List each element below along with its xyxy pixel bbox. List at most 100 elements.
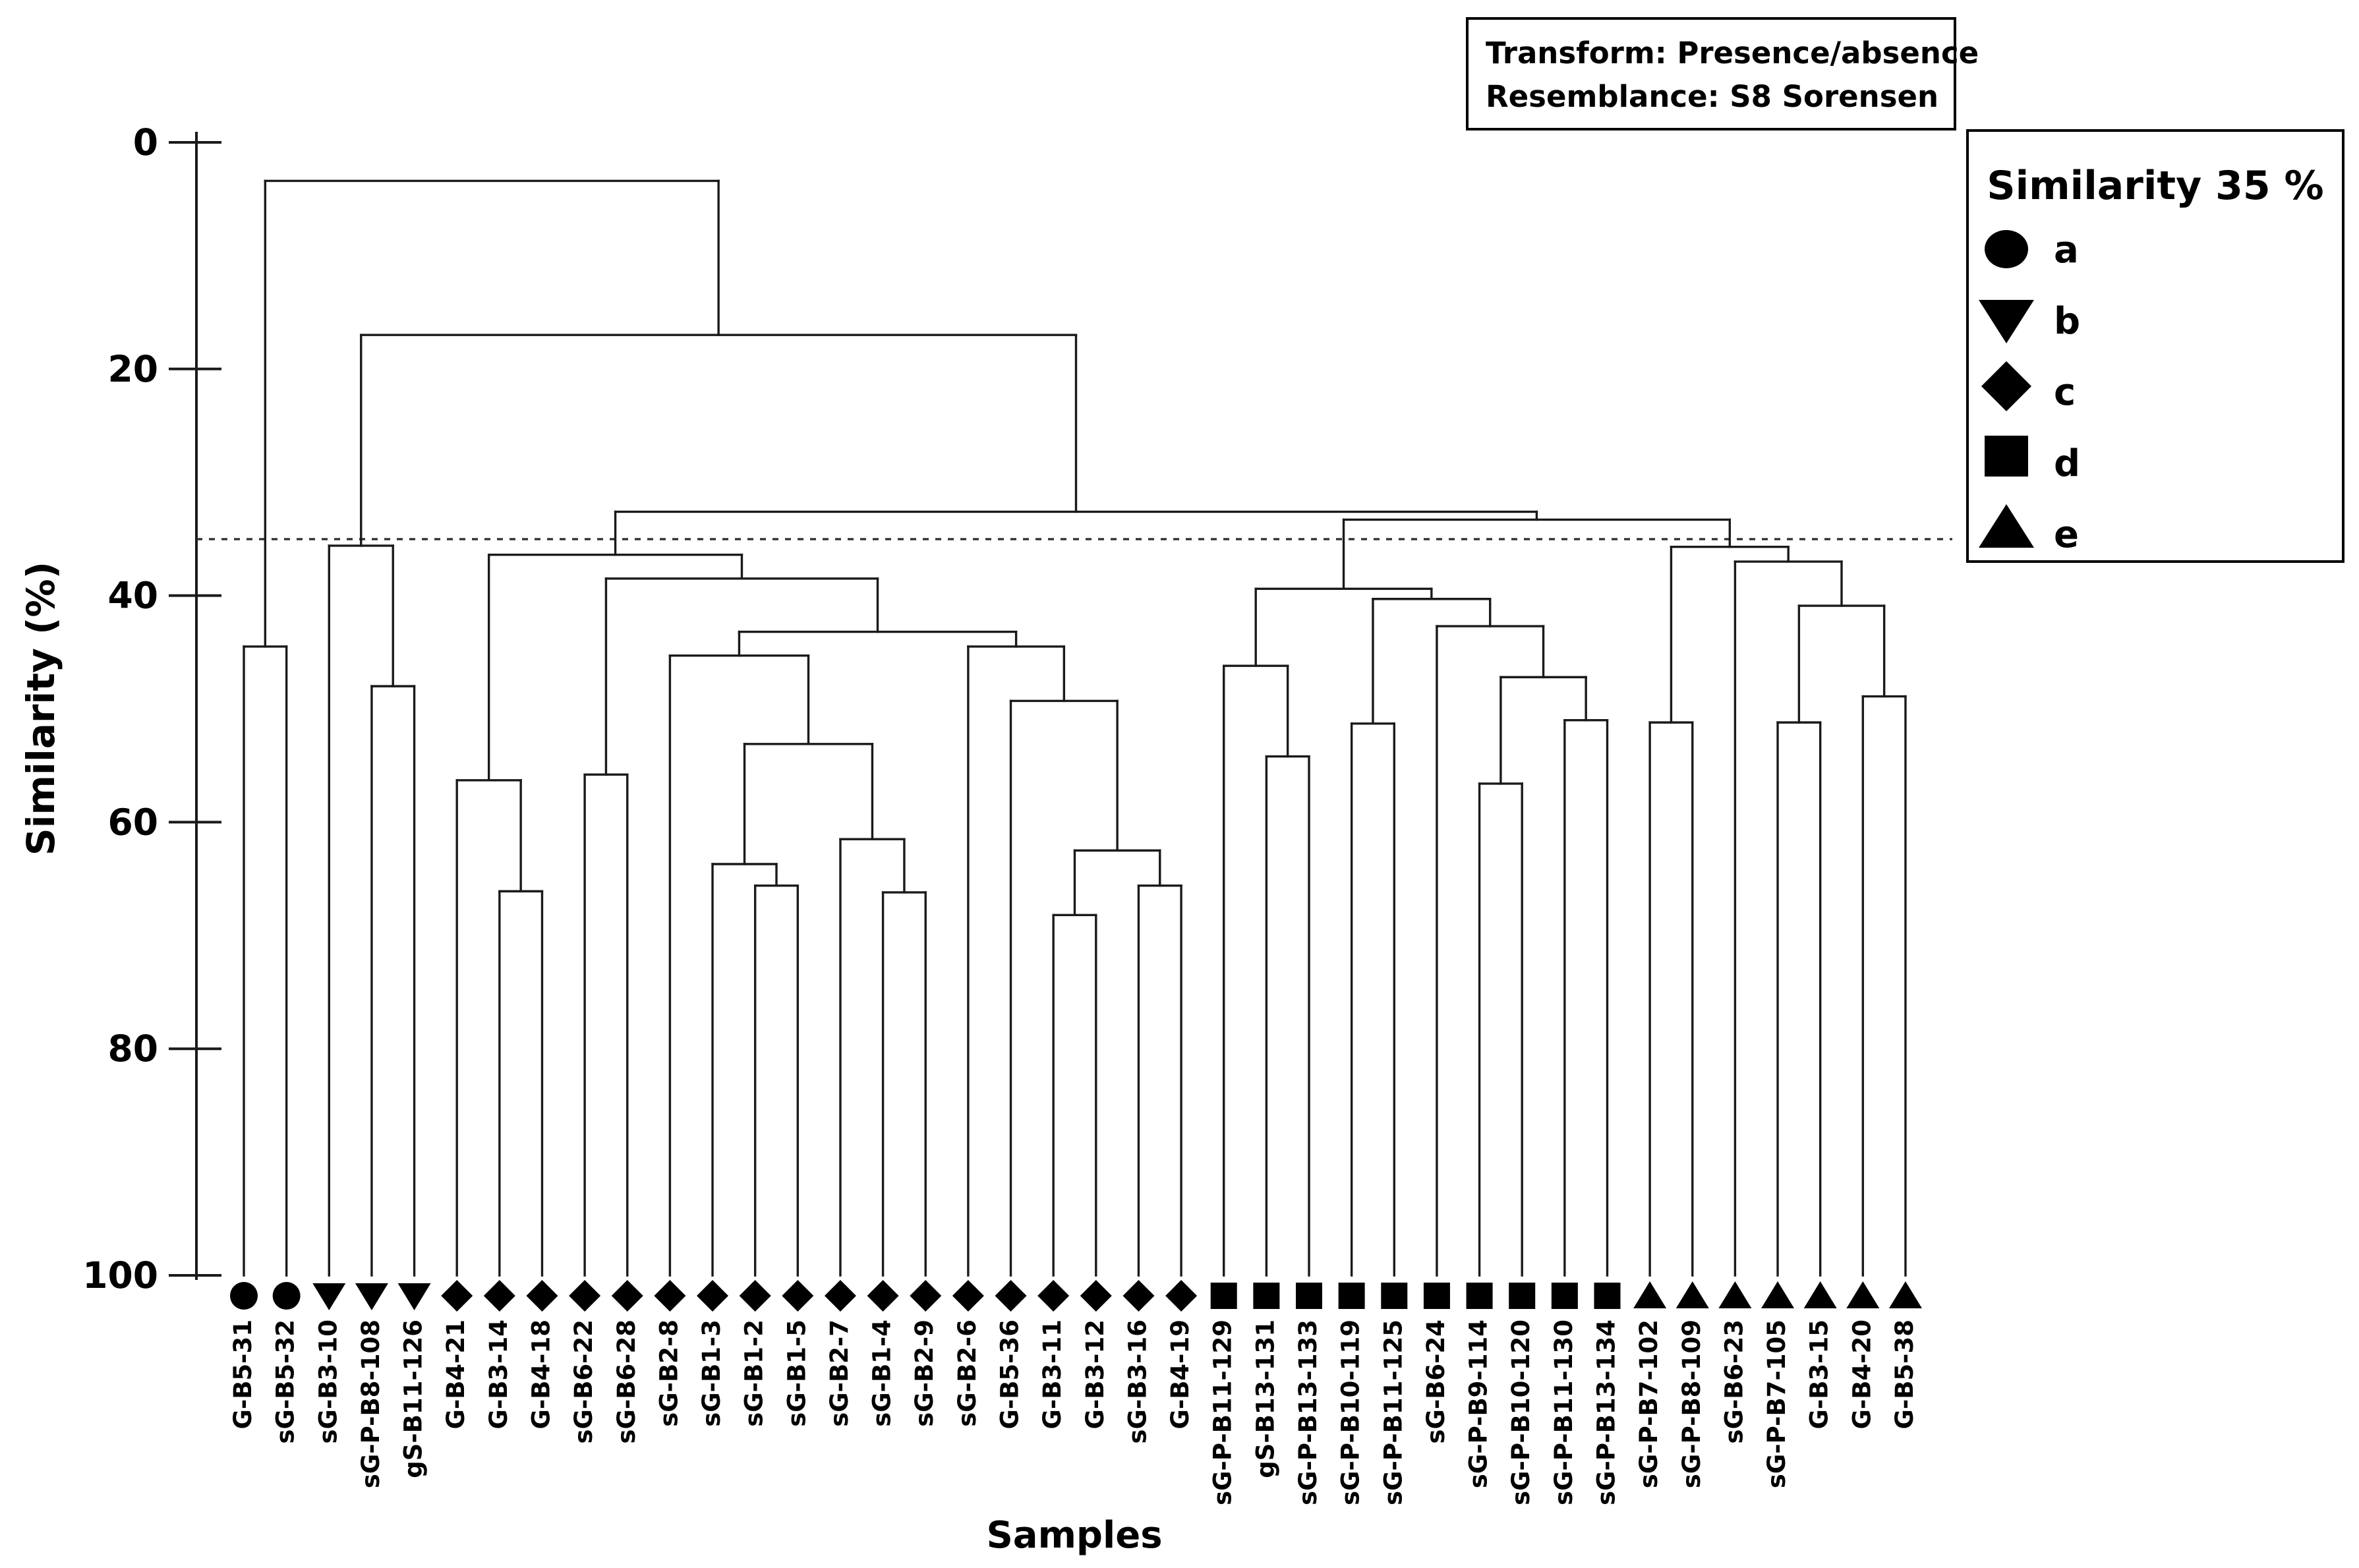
leaf-item: G-B5-38 [1888,1281,1922,1430]
triangle-up-icon [1761,1281,1795,1308]
triangle-up-icon [1846,1281,1880,1308]
triangle-up-icon [1888,1281,1922,1308]
y-tick-label: 0 [133,121,158,163]
triangle-down-icon [355,1283,388,1310]
leaf-label: gS-B11-126 [399,1320,428,1478]
triangle-up-icon [1979,504,2034,548]
leaf-item: sG-P-B11-130 [1550,1283,1578,1505]
leaf-item: sG-P-B9-114 [1465,1283,1493,1488]
leaf-label: sG-P-B8-109 [1677,1320,1706,1488]
legend-label-a: a [2054,229,2079,272]
legend-label-d: d [2054,442,2080,485]
leaf-item: sG-P-B13-133 [1294,1283,1322,1505]
leaf-label: sG-P-B11-125 [1379,1320,1407,1505]
legend-title: Similarity 35 % [1987,163,2323,209]
meta-box-border [1466,17,1956,131]
leaf-item: G-B5-36 [995,1280,1027,1430]
leaf-item: sG-P-B7-102 [1633,1281,1667,1488]
triangle-up-icon [1633,1281,1667,1308]
y-axis: 0 20 40 60 80 100 Similarity (%) [18,121,221,1296]
diamond-icon [569,1280,601,1312]
leaf-label: sG-B6-22 [569,1320,598,1444]
triangle-up-icon [1803,1281,1837,1308]
leaf-item: sG-B3-10 [312,1283,346,1444]
leaf-label: G-B3-12 [1081,1320,1109,1430]
leaf-label: sG-B6-23 [1720,1320,1748,1444]
legend-label-b: b [2054,300,2080,343]
leaf-item: sG-B3-16 [1122,1280,1155,1444]
square-icon [1594,1283,1621,1309]
leaf-item: sG-P-B7-105 [1761,1281,1795,1488]
y-tick-label: 60 [107,801,158,843]
meta-transform-text: Transform: Presence/absence [1486,36,1979,71]
y-tick-label: 80 [107,1028,158,1070]
diamond-icon [1037,1280,1070,1312]
leaf-label: sG-B1-3 [697,1320,726,1427]
leaf-label: G-B3-11 [1038,1320,1066,1430]
leaf-item: sG-B6-28 [611,1280,643,1444]
leaf-item: sG-B1-3 [697,1280,729,1427]
legend: Similarity 35 % a b c d e [1966,129,2344,563]
square-icon [1423,1283,1450,1309]
x-axis-title: Samples [986,1514,1162,1557]
leaf-label: G-B3-14 [484,1320,513,1430]
diamond-icon [952,1280,984,1312]
leaf-item: gS-B11-126 [397,1283,431,1478]
leaf-item: sG-B6-24 [1422,1283,1450,1444]
leaf-item: sG-B2-7 [824,1280,856,1427]
leaf-label: sG-B3-16 [1123,1320,1151,1444]
y-axis-title: Similarity (%) [18,562,63,856]
triangle-down-icon [397,1283,431,1310]
leaf-label: sG-P-B10-119 [1337,1320,1365,1505]
square-icon [1551,1283,1578,1309]
diamond-icon [739,1280,771,1312]
legend-label-c: c [2054,371,2076,414]
leaf-label: gS-B13-131 [1251,1320,1279,1478]
leaf-label: sG-B2-8 [655,1320,683,1427]
leaf-item: gS-B13-131 [1251,1283,1280,1478]
leaf-label: sG-P-B9-114 [1465,1320,1493,1488]
leaf-label: G-B5-38 [1890,1320,1919,1430]
leaf-label: sG-P-B13-133 [1294,1320,1322,1505]
leaf-item: sG-B2-8 [654,1280,686,1427]
y-tick-label: 40 [107,575,158,617]
leaf-label: sG-B1-5 [782,1320,811,1427]
leaf-label: sG-P-B11-130 [1550,1320,1578,1505]
diamond-icon [867,1280,899,1312]
square-icon [1338,1283,1365,1309]
diamond-icon [526,1280,558,1312]
leaf-item: sG-P-B8-108 [355,1283,388,1488]
legend-border [1966,129,2344,563]
leaf-item: G-B3-11 [1037,1280,1070,1430]
leaf-item: G-B3-12 [1080,1280,1112,1430]
diamond-icon [824,1280,856,1312]
leaf-item: sG-B1-4 [867,1280,899,1427]
diamond-icon [1080,1280,1112,1312]
leaf-item: sG-B2-9 [910,1280,942,1427]
diamond-icon [1122,1280,1155,1312]
leaf-label: sG-P-B8-108 [357,1320,385,1488]
square-icon [1296,1283,1322,1309]
leaf-item: sG-B5-32 [272,1282,301,1444]
leaf-label: sG-B5-32 [272,1320,300,1444]
leaf-item: sG-P-B10-120 [1507,1283,1536,1505]
diamond-icon [995,1280,1027,1312]
leaf-item: sG-P-B13-134 [1592,1283,1621,1505]
square-icon [1509,1283,1536,1309]
square-icon [1985,436,2028,477]
leaf-label: G-B5-36 [996,1320,1024,1430]
triangle-down-icon [312,1283,346,1310]
diamond-icon [441,1280,473,1312]
sample-leaves: G-B5-31 sG-B5-32 sG-B3-10 sG-P-B8-108 gS-B11… [229,1280,1922,1505]
square-icon [1210,1283,1237,1309]
diamond-icon [1981,361,2031,411]
leaf-label: G-B4-18 [527,1320,555,1430]
diamond-icon [782,1280,814,1312]
leaf-item: G-B4-19 [1165,1280,1198,1430]
leaf-label: sG-P-B10-120 [1507,1320,1535,1505]
leaf-label: G-B5-31 [229,1320,257,1430]
leaf-label: G-B3-15 [1805,1320,1834,1430]
dendrogram-branches [243,179,1907,1277]
leaf-item: G-B4-21 [441,1280,473,1430]
leaf-label: sG-P-B7-102 [1635,1320,1663,1488]
